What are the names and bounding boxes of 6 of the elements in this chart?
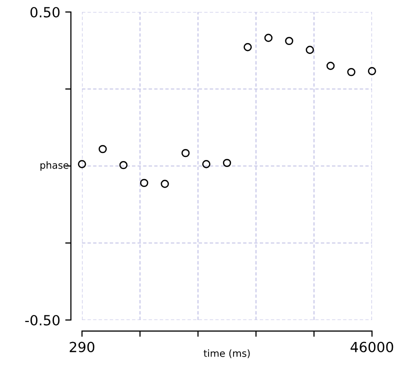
x-tick-label: 290: [70, 342, 94, 352]
y-tick-label: -0.50: [25, 314, 60, 326]
y-tick-label: 0.50: [30, 6, 60, 18]
x-axis-title: time (ms): [204, 349, 250, 358]
x-tick-label: 46000: [350, 342, 394, 352]
y-axis-title: phase: [40, 161, 68, 171]
